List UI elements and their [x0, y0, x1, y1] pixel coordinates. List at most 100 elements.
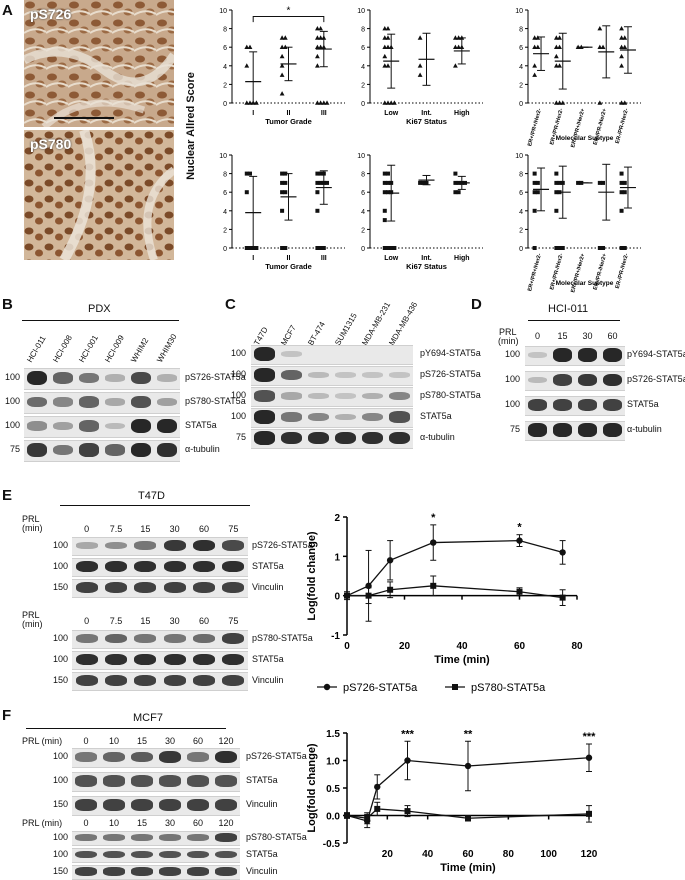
- panel-label-c: C: [225, 296, 236, 313]
- blot-row-label: pS726-STAT5a: [420, 369, 481, 379]
- series-line: [346, 808, 590, 819]
- blot-row-label: pS780-STAT5a: [185, 396, 246, 406]
- y-tick-label: 0: [223, 246, 227, 253]
- data-point: [532, 190, 537, 195]
- lane-label: HCI-009: [103, 333, 126, 364]
- prl-min-label: (min): [498, 336, 519, 346]
- protein-band: [281, 392, 302, 400]
- panel-label-e: E: [2, 487, 13, 504]
- image-label: pS726: [30, 6, 72, 22]
- blot-row-label: STAT5a: [246, 775, 278, 785]
- protein-band: [159, 850, 181, 859]
- protein-band: [603, 399, 622, 411]
- data-point: [619, 190, 624, 195]
- data-point: [382, 35, 388, 40]
- data-point: [532, 171, 537, 176]
- data-point: [601, 180, 606, 185]
- protein-band: [103, 775, 125, 787]
- protein-band: [131, 751, 153, 763]
- data-point: [382, 208, 387, 213]
- x-tick-label: II: [287, 255, 291, 262]
- y-tick-label: 0: [223, 101, 227, 108]
- mw-marker: 100: [230, 390, 246, 400]
- x-tick-label: 20: [399, 641, 411, 652]
- data-point: [619, 35, 624, 40]
- t47d-title-underline: [60, 505, 250, 506]
- lane-label: 15: [557, 331, 568, 341]
- protein-band: [222, 632, 245, 645]
- protein-band: [362, 392, 383, 400]
- data-point: [532, 180, 537, 185]
- data-point: [597, 246, 602, 250]
- legend-marker: [323, 683, 331, 691]
- lane-label: 30: [169, 616, 180, 626]
- data-point: [318, 171, 323, 176]
- data-point: [553, 53, 559, 59]
- lane-label: 120: [218, 736, 234, 746]
- data-point: [280, 190, 285, 195]
- protein-band: [75, 653, 98, 666]
- protein-band: [215, 750, 237, 764]
- data-point: [554, 180, 559, 185]
- lane-label: MDA-MB-436: [387, 300, 420, 347]
- data-point: [619, 100, 624, 105]
- lane-label: SUM1315: [333, 311, 360, 347]
- data-point: [318, 100, 324, 105]
- mw-marker: 100: [4, 372, 20, 382]
- data-point: [325, 180, 330, 185]
- x-tick-label: Int.: [421, 255, 432, 262]
- lane-label: 0: [84, 616, 90, 626]
- data-point: [315, 44, 320, 49]
- mw-marker: 75: [235, 432, 246, 442]
- lane-label: 75: [228, 524, 239, 534]
- protein-band: [192, 539, 216, 552]
- data-point: [318, 44, 324, 49]
- y-tick-label: 6: [519, 45, 523, 52]
- data-point: [321, 100, 327, 105]
- legend-label: pS726-STAT5a: [343, 682, 418, 694]
- protein-band: [308, 392, 329, 400]
- significance-star: *: [517, 522, 522, 534]
- x-tick-label: 40: [456, 641, 468, 652]
- lane-label: 15: [136, 818, 147, 828]
- data-point: [453, 190, 458, 195]
- data-point: [516, 588, 523, 595]
- protein-band: [192, 674, 216, 687]
- protein-band: [215, 799, 237, 811]
- protein-band: [104, 653, 128, 666]
- protein-band: [105, 398, 125, 406]
- lane-label: 10: [108, 736, 119, 746]
- x-tick-label: ER+/PR+/Her2+: [570, 253, 586, 293]
- protein-band: [157, 374, 177, 382]
- data-point: [553, 63, 559, 68]
- protein-band: [75, 775, 97, 787]
- protein-band: [389, 372, 410, 378]
- blot-row-label: pS780-STAT5a: [252, 632, 313, 643]
- data-point: [554, 208, 559, 213]
- data-point: [244, 100, 250, 105]
- protein-band: [27, 370, 47, 386]
- x-tick-label: ER+/PR+/Her2-: [527, 253, 543, 292]
- hci011-title: HCI-011: [548, 303, 589, 315]
- protein-band: [131, 371, 151, 385]
- protein-band: [75, 867, 97, 876]
- data-point: [315, 190, 320, 195]
- y-tick-label: 0: [334, 592, 340, 603]
- data-point: [318, 246, 323, 250]
- x-axis-label: Molecular Subtype: [556, 135, 614, 142]
- x-tick-label: ER+/PR+/Her2+: [570, 108, 586, 148]
- data-point: [244, 44, 250, 49]
- data-point: [535, 190, 540, 195]
- protein-band: [187, 799, 209, 811]
- data-point: [280, 246, 285, 250]
- lane-label: 60: [192, 736, 203, 746]
- protein-band: [103, 751, 125, 763]
- ihc-image-ps726: pS726: [24, 0, 174, 127]
- data-point: [382, 26, 388, 31]
- protein-band: [75, 752, 97, 762]
- data-point: [557, 63, 562, 68]
- mcf7-fold-change-chart: -0.5 0.0 0.5 1.0 1.5 20 40 60 80 100 120 Time (min)…: [306, 728, 598, 874]
- mw-marker: 100: [52, 560, 68, 571]
